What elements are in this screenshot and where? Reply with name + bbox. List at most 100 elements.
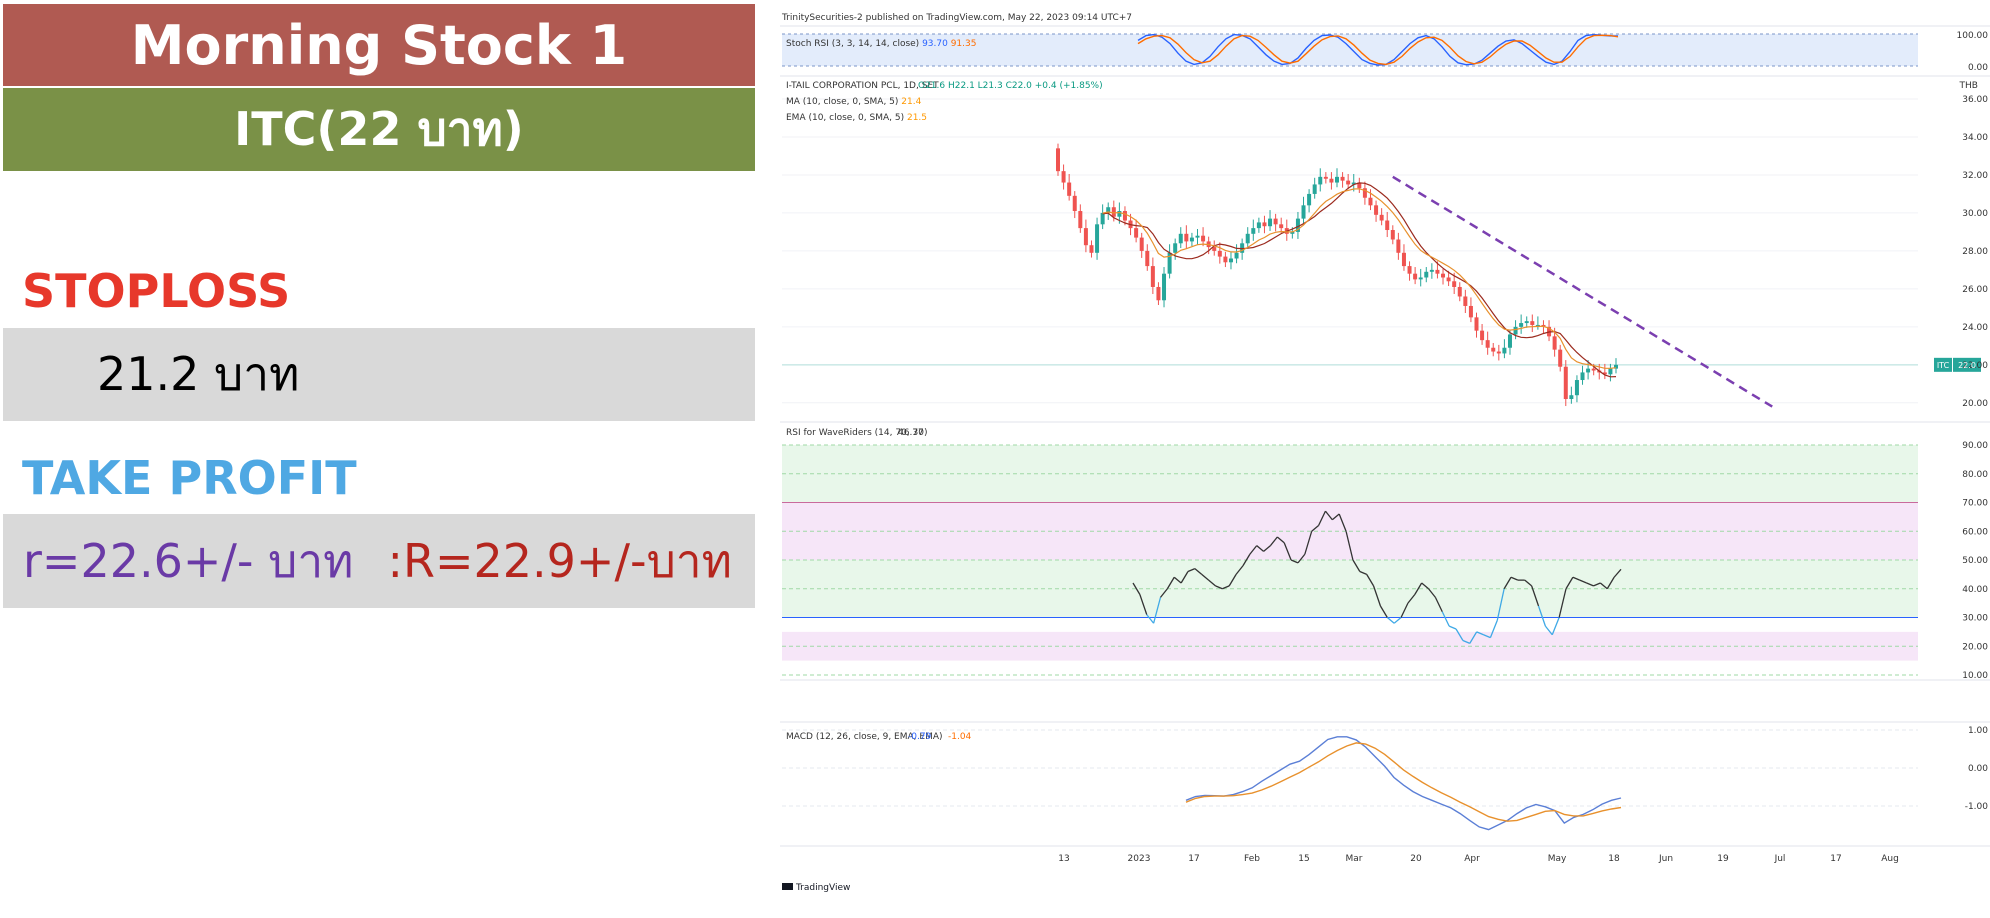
x-tick-label: 15: [1298, 854, 1309, 864]
candle-body: [1602, 372, 1607, 375]
candle-body: [1424, 271, 1429, 278]
candle-body: [1446, 277, 1451, 282]
candle-body: [1457, 286, 1462, 297]
rsi-line-segment: [1159, 588, 1168, 598]
candle-body: [1100, 212, 1105, 225]
candle-body: [1374, 205, 1379, 215]
candle-body: [1340, 176, 1345, 181]
stoch-d-line: [1137, 34, 1619, 66]
macd-tick-label: 1.00: [1968, 726, 1988, 736]
candle-body: [1217, 250, 1222, 257]
rsi-line-segment: [1208, 579, 1216, 587]
candle-body: [1401, 252, 1406, 267]
rsi-line-segment: [1228, 574, 1237, 587]
rsi-line-segment: [1586, 582, 1594, 587]
tradingview-chart: TrinitySecurities-2 published on Trading…: [778, 0, 1990, 914]
candle-body: [1335, 176, 1339, 183]
target-R-value: :R=22.9+/-บาท: [387, 533, 732, 588]
tradingview-logo-icon: [782, 883, 793, 890]
rsi-line-segment: [1476, 631, 1484, 636]
rsi-line-segment: [1537, 605, 1547, 627]
ma-line: [1102, 182, 1617, 378]
candle-body: [1530, 321, 1535, 325]
candle-body: [1468, 305, 1473, 318]
candle-body: [1195, 235, 1200, 238]
rsi-line-segment: [1297, 553, 1306, 564]
candle-body: [1519, 323, 1524, 327]
rsi-line-segment: [1386, 617, 1395, 624]
candle-body: [1279, 224, 1284, 229]
macd-label: MACD (12, 26, close, 9, EMA, EMA): [786, 732, 943, 742]
rsi-line-segment: [1359, 570, 1367, 575]
macd-tick-label: -1.00: [1965, 802, 1989, 812]
chart-svg: TrinitySecurities-2 published on Trading…: [780, 13, 1990, 893]
currency-label: THB: [1959, 81, 1978, 91]
x-tick-label: 18: [1608, 854, 1620, 864]
x-tick-label: Jun: [1658, 854, 1673, 864]
price-tick-label: 28.00: [1962, 247, 1988, 257]
rsi-line-segment: [1256, 545, 1265, 552]
last-price-tag-box: [1934, 357, 1952, 372]
candle-body: [1268, 218, 1273, 227]
candle-body: [1502, 347, 1507, 354]
rsi-line-segment: [1510, 576, 1519, 581]
rsi-line-segment: [1290, 559, 1299, 564]
rsi-line-segment: [1496, 588, 1505, 621]
candle-body: [1134, 228, 1139, 238]
candle-body: [1496, 351, 1501, 354]
price-tick-label: 26.00: [1962, 285, 1988, 295]
rsi-line-segment: [1235, 565, 1244, 575]
rsi-line-segment: [1489, 620, 1498, 638]
candle-body: [1150, 266, 1155, 287]
candle-body: [1429, 269, 1434, 272]
takeprofit-label: TAKE PROFIT: [22, 451, 357, 505]
candle-body: [1413, 273, 1418, 280]
rsi-line-segment: [1222, 585, 1230, 590]
candle-body: [1251, 228, 1256, 234]
candle-body: [1228, 258, 1233, 263]
candle-body: [1491, 347, 1496, 352]
x-tick-label: 19: [1717, 854, 1729, 864]
candle-body: [1111, 207, 1116, 217]
rsi-line-segment: [1201, 573, 1210, 581]
rsi-line-segment: [1249, 545, 1258, 555]
symbol-line: I-TAIL CORPORATION PCL, 1D, SET: [786, 81, 939, 91]
rsi-line-segment: [1173, 576, 1182, 584]
price-tick-label: 20.00: [1962, 399, 1988, 409]
candle-body: [1056, 148, 1060, 172]
candle-body: [1089, 245, 1094, 253]
rsi-line-segment: [1400, 602, 1409, 618]
candle-body: [1323, 176, 1328, 179]
rsi-line-segment: [1338, 513, 1347, 532]
candle-body: [1507, 334, 1512, 348]
candle-body: [1201, 235, 1206, 242]
rsi-value: 46.77: [898, 428, 924, 438]
rsi-line-segment: [1455, 628, 1464, 641]
x-tick-label: 13: [1058, 854, 1069, 864]
rsi-line-segment: [1331, 513, 1340, 521]
trade-card: Morning Stock 1 ITC(22 บาท) STOPLOSS 21.…: [0, 0, 760, 914]
candle-body: [1145, 250, 1150, 267]
candle-body: [1273, 218, 1278, 225]
ema-legend: EMA (10, close, 0, SMA, 5) 21.5: [786, 113, 927, 123]
rsi-line-segment: [1166, 576, 1175, 590]
rsi-line-segment: [1215, 585, 1223, 590]
rsi-tick-label: 60.00: [1962, 527, 1988, 537]
candle-body: [1418, 277, 1423, 280]
stoch-band: [782, 34, 1918, 66]
rsi-line-segment: [1304, 531, 1313, 555]
candle-body: [1563, 366, 1568, 400]
candle-body: [1368, 197, 1373, 206]
stoploss-label: STOPLOSS: [22, 264, 291, 318]
rsi-tick-label: 90.00: [1962, 441, 1988, 451]
stoploss-value: 21.2 บาท: [97, 347, 300, 401]
candle-body: [1301, 205, 1306, 219]
ohlc-values: O21.6 H22.1 L21.3 C22.0 +0.4 (+1.85%): [918, 81, 1103, 91]
rsi-line-segment: [1180, 571, 1189, 584]
candle-body: [1106, 207, 1111, 213]
candle-body: [1379, 214, 1384, 221]
rsi-line-segment: [1414, 582, 1423, 595]
x-tick-label: 17: [1830, 854, 1841, 864]
price-tick-label: 34.00: [1962, 133, 1988, 143]
rsi-line-segment: [1311, 525, 1319, 532]
